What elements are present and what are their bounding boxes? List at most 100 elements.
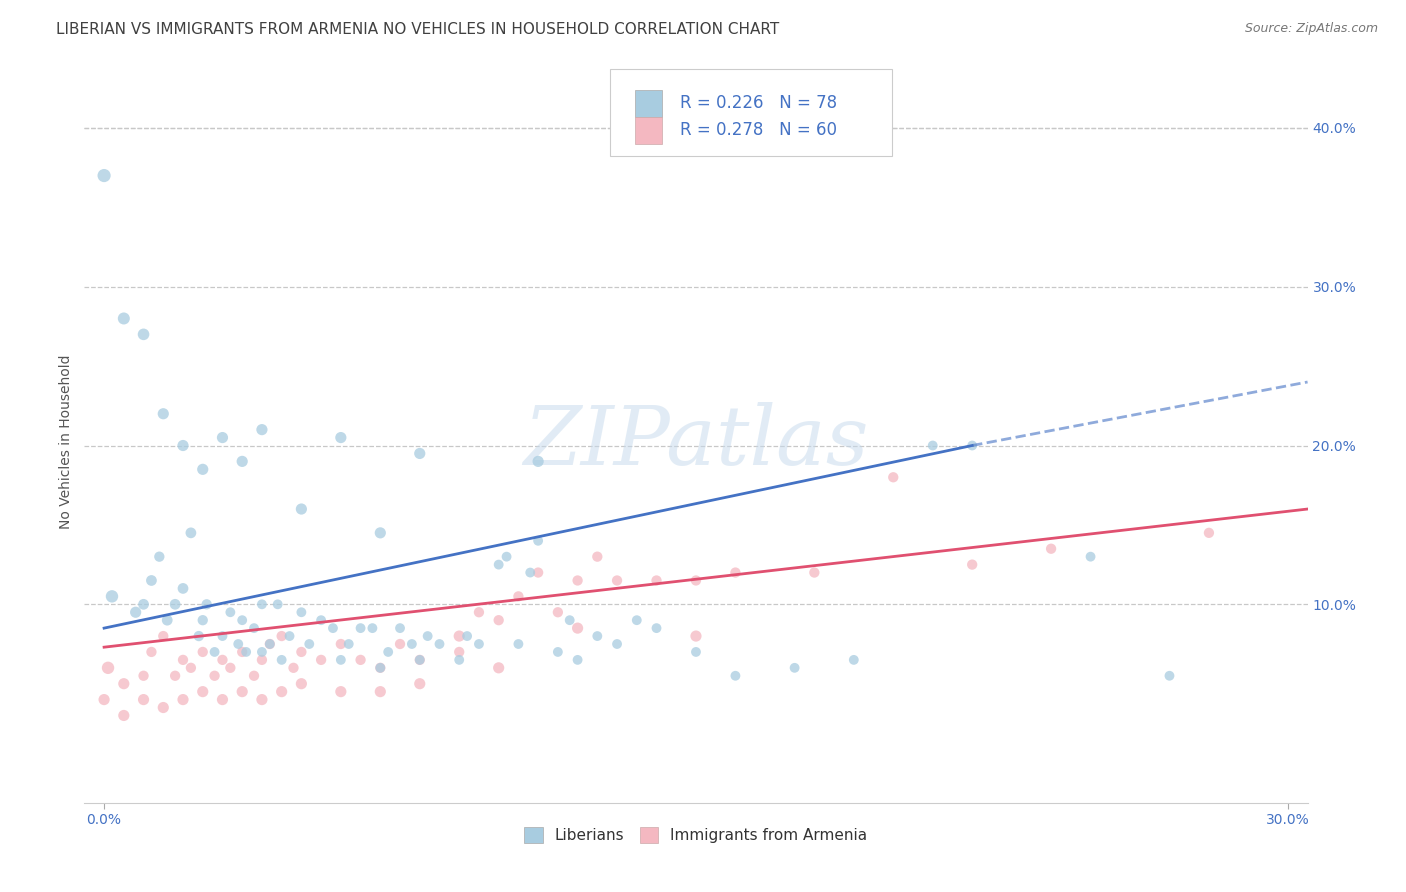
Point (148, 549, 170, 564)
Point (250, 692, 273, 706)
Point (250, 653, 273, 667)
Point (645, 574, 668, 588)
Point (322, 621, 344, 635)
Point (960, 558, 983, 572)
Point (349, 621, 371, 635)
Point (377, 645, 399, 659)
Point (527, 566, 550, 580)
Y-axis label: No Vehicles in Household: No Vehicles in Household (59, 354, 73, 529)
Point (1080, 549, 1102, 564)
Point (226, 637, 249, 651)
Point (112, 708, 135, 723)
Point (191, 462, 214, 476)
Point (508, 637, 530, 651)
Point (298, 637, 321, 651)
Point (1040, 541, 1063, 556)
Point (567, 574, 589, 588)
Point (204, 669, 226, 683)
Point (488, 558, 510, 572)
Point (468, 605, 491, 619)
Point (191, 645, 214, 659)
Point (156, 613, 179, 627)
Point (219, 661, 242, 675)
Point (606, 574, 628, 588)
Point (449, 645, 471, 659)
Point (250, 423, 273, 437)
Point (172, 653, 194, 667)
Point (468, 637, 491, 651)
Point (180, 525, 202, 540)
Point (132, 597, 155, 611)
Point (1198, 525, 1220, 540)
Point (527, 533, 550, 548)
Point (401, 637, 423, 651)
Point (180, 661, 202, 675)
Point (283, 661, 305, 675)
Point (329, 653, 352, 667)
Point (547, 645, 569, 659)
Point (882, 470, 904, 484)
Point (141, 645, 163, 659)
Point (191, 613, 214, 627)
Legend: Liberians, Immigrants from Armenia: Liberians, Immigrants from Armenia (519, 822, 873, 849)
Point (165, 597, 187, 611)
Point (141, 574, 163, 588)
FancyBboxPatch shape (636, 117, 662, 144)
Point (250, 645, 273, 659)
Point (586, 629, 609, 643)
Point (449, 629, 471, 643)
Point (329, 431, 352, 445)
Point (309, 653, 332, 667)
Point (219, 605, 242, 619)
Text: LIBERIAN VS IMMIGRANTS FROM ARMENIA NO VEHICLES IN HOUSEHOLD CORRELATION CHART: LIBERIAN VS IMMIGRANTS FROM ARMENIA NO V… (56, 22, 779, 37)
Point (921, 438, 943, 452)
Text: R = 0.278   N = 60: R = 0.278 N = 60 (681, 121, 837, 139)
Point (270, 653, 292, 667)
Point (409, 653, 432, 667)
Point (558, 613, 581, 627)
Point (1159, 669, 1181, 683)
Point (172, 438, 194, 452)
Point (231, 645, 253, 659)
Point (645, 621, 668, 635)
Point (172, 582, 194, 596)
Point (960, 438, 983, 452)
Point (204, 645, 226, 659)
Point (243, 669, 266, 683)
Point (409, 676, 432, 690)
Point (429, 637, 451, 651)
Point (152, 629, 174, 643)
Point (685, 629, 707, 643)
Point (112, 676, 135, 690)
Point (488, 613, 510, 627)
Point (337, 637, 360, 651)
Point (783, 661, 806, 675)
Point (290, 645, 312, 659)
Point (290, 502, 312, 516)
Point (724, 669, 747, 683)
Point (93, 169, 115, 183)
Point (567, 621, 589, 635)
Point (488, 661, 510, 675)
Point (495, 549, 517, 564)
Point (195, 597, 218, 611)
Point (290, 676, 312, 690)
Point (132, 327, 155, 342)
Point (191, 684, 214, 698)
Point (250, 597, 273, 611)
Point (309, 613, 332, 627)
Point (586, 549, 609, 564)
Point (527, 454, 550, 468)
Point (606, 637, 628, 651)
Point (409, 653, 432, 667)
Point (231, 613, 253, 627)
Point (389, 621, 412, 635)
Point (416, 629, 439, 643)
Point (368, 661, 391, 675)
Point (567, 653, 589, 667)
Point (290, 605, 312, 619)
Point (231, 454, 253, 468)
Point (519, 566, 541, 580)
Point (368, 661, 391, 675)
Point (93, 692, 115, 706)
